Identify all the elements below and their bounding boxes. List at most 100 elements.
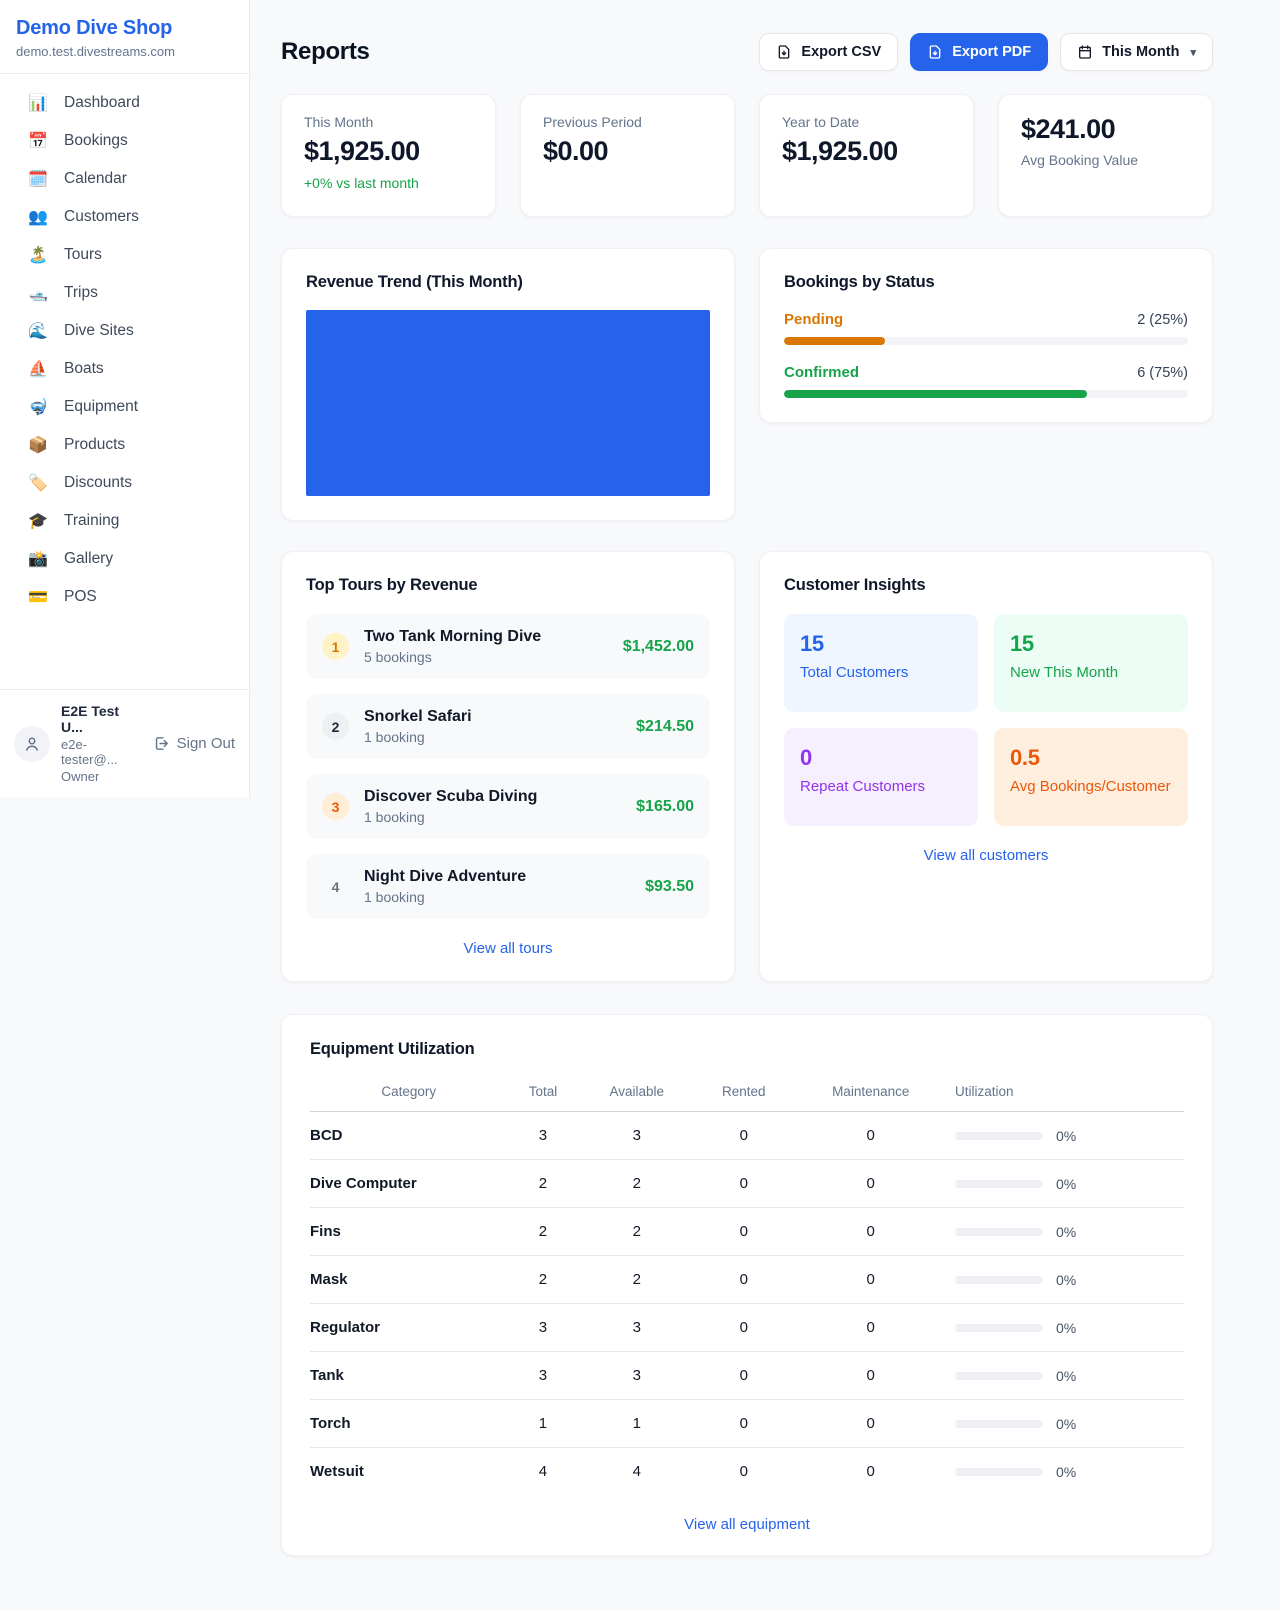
sidebar-item-dive-sites[interactable]: 🌊 Dive Sites: [0, 312, 249, 350]
file-download-icon: [929, 45, 941, 59]
utilization-percent: 0%: [1056, 1463, 1077, 1480]
equipment-total: 4: [538, 1463, 548, 1480]
utilization-percent: 0%: [1056, 1223, 1077, 1240]
table-row: Dive Computer 2 2 0 0 0%: [310, 1159, 1184, 1208]
shop-name: Demo Dive Shop: [16, 17, 173, 39]
tour-name: Night Dive Adventure: [364, 868, 527, 885]
revenue-trend-title: Revenue Trend (This Month): [306, 273, 523, 291]
view-all-customers-link[interactable]: View all customers: [784, 847, 1188, 864]
people-icon: 👥: [28, 207, 48, 226]
utilization-bar: [955, 1275, 1043, 1284]
page-header: Reports Export CSV Export PDF: [281, 33, 1213, 71]
column-header: Utilization: [949, 1074, 1184, 1112]
stat-value: $1,925.00: [782, 136, 898, 166]
status-count: 2 (25%): [1137, 312, 1188, 328]
rank-badge: 2: [322, 713, 349, 740]
view-all-equipment-link[interactable]: View all equipment: [310, 1516, 1184, 1533]
column-header: Available: [578, 1074, 696, 1112]
equipment-maintenance: 0: [792, 1207, 949, 1256]
status-bar-fill: [784, 337, 885, 345]
tour-revenue: $93.50: [645, 877, 694, 895]
equipment-maintenance: 0: [792, 1303, 949, 1352]
rank-badge: 1: [322, 633, 349, 660]
sidebar-nav: 📊 Dashboard 📅 Bookings 🗓️ Calendar 👥 Cus…: [0, 74, 249, 689]
view-all-tours-link[interactable]: View all tours: [306, 940, 710, 957]
status-label: Confirmed: [784, 364, 859, 381]
top-tours-title: Top Tours by Revenue: [306, 576, 478, 594]
sidebar-item-label: Equipment: [64, 398, 139, 415]
shop-logo-block: Demo Dive Shop demo.test.divestreams.com: [0, 0, 249, 74]
insight-label: Avg Bookings/Customer: [1010, 778, 1171, 795]
rank-badge: 4: [331, 878, 340, 895]
chevron-down-icon: ▾: [1190, 46, 1196, 59]
equipment-available: 1: [578, 1399, 696, 1448]
column-header: Maintenance: [792, 1074, 949, 1112]
status-count: 6 (75%): [1137, 365, 1188, 381]
sidebar-item-products[interactable]: 📦 Products: [0, 426, 249, 464]
stat-card-year-to-date: Year to Date $1,925.00: [759, 94, 974, 217]
sidebar-item-bookings[interactable]: 📅 Bookings: [0, 122, 249, 160]
export-csv-button[interactable]: Export CSV: [759, 33, 899, 71]
tour-revenue: $165.00: [636, 797, 694, 815]
equipment-maintenance: 0: [792, 1255, 949, 1304]
equipment-total: 2: [507, 1207, 579, 1256]
utilization-percent: 0%: [1056, 1175, 1077, 1192]
tour-row: 4 Night Dive Adventure 1 booking $93.50: [306, 854, 710, 919]
sidebar-item-boats[interactable]: ⛵ Boats: [0, 350, 249, 388]
sidebar-item-label: Tours: [64, 246, 102, 263]
equipment-maintenance: 0: [792, 1351, 949, 1400]
sidebar-item-trips[interactable]: 🛥️ Trips: [0, 274, 249, 312]
tag-icon: 🏷️: [28, 473, 48, 492]
sidebar-item-gallery[interactable]: 📸 Gallery: [0, 540, 249, 578]
column-header: Rented: [695, 1074, 793, 1112]
motorboat-icon: 🛥️: [28, 283, 48, 302]
sidebar-item-customers[interactable]: 👥 Customers: [0, 198, 249, 236]
export-pdf-button[interactable]: Export PDF: [910, 33, 1049, 71]
sidebar-item-label: Discounts: [64, 474, 133, 491]
stat-cards-row: This Month $1,925.00 +0% vs last month P…: [281, 94, 1213, 217]
calendar-icon: 📅: [28, 131, 48, 150]
equipment-category: Dive Computer: [310, 1159, 508, 1208]
insight-label: Total Customers: [800, 664, 909, 681]
sidebar-item-label: Trips: [64, 284, 98, 301]
tour-bookings: 1 booking: [364, 809, 425, 825]
tour-row: 3 Discover Scuba Diving 1 booking $165.0…: [306, 774, 710, 839]
tour-row: 1 Two Tank Morning Dive 5 bookings $1,45…: [306, 614, 710, 679]
table-row: Torch 1 1 0 0 0%: [310, 1399, 1184, 1448]
sidebar-item-tours[interactable]: 🏝️ Tours: [0, 236, 249, 274]
equipment-rented: 0: [695, 1207, 793, 1256]
camera-icon: 📸: [28, 549, 48, 568]
island-icon: 🏝️: [28, 245, 48, 264]
sidebar-item-equipment[interactable]: 🤿 Equipment: [0, 388, 249, 426]
equipment-total: 3: [507, 1351, 579, 1400]
equipment-available: 3: [578, 1303, 696, 1352]
equipment-maintenance: 0: [792, 1399, 949, 1448]
equipment-rented: 0: [739, 1463, 748, 1480]
tour-bookings: 1 booking: [364, 729, 425, 745]
status-row: Confirmed 6 (75%): [784, 364, 1188, 398]
utilization-bar: [955, 1419, 1043, 1428]
package-icon: 📦: [28, 435, 48, 454]
status-row: Pending 2 (25%): [784, 311, 1188, 345]
sidebar-item-pos[interactable]: 💳 POS: [0, 578, 249, 616]
sidebar-item-discounts[interactable]: 🏷️ Discounts: [0, 464, 249, 502]
equipment-total: 1: [507, 1399, 579, 1448]
sign-out-button[interactable]: Sign Out: [153, 735, 235, 752]
column-header: Category: [310, 1074, 508, 1112]
equipment-maintenance: 0: [792, 1159, 949, 1208]
equipment-category: Torch: [310, 1399, 508, 1448]
equipment-category: Fins: [310, 1207, 508, 1256]
sidebar-item-calendar[interactable]: 🗓️ Calendar: [0, 160, 249, 198]
sidebar-item-dashboard[interactable]: 📊 Dashboard: [0, 84, 249, 122]
tour-name: Snorkel Safari: [364, 708, 472, 725]
sidebar-item-training[interactable]: 🎓 Training: [0, 502, 249, 540]
stat-value: $241.00: [1021, 114, 1116, 144]
table-row: Regulator 3 3 0 0 0%: [310, 1303, 1184, 1352]
sidebar-item-label: Gallery: [64, 550, 114, 567]
bookings-by-status-title: Bookings by Status: [784, 273, 935, 291]
utilization-bar: [955, 1179, 1043, 1188]
bookings-by-status-card: Bookings by Status Pending 2 (25%): [759, 248, 1213, 423]
equipment-category: BCD: [310, 1111, 508, 1160]
period-dropdown[interactable]: This Month ▾: [1060, 33, 1213, 71]
tour-revenue: $214.50: [636, 717, 694, 735]
